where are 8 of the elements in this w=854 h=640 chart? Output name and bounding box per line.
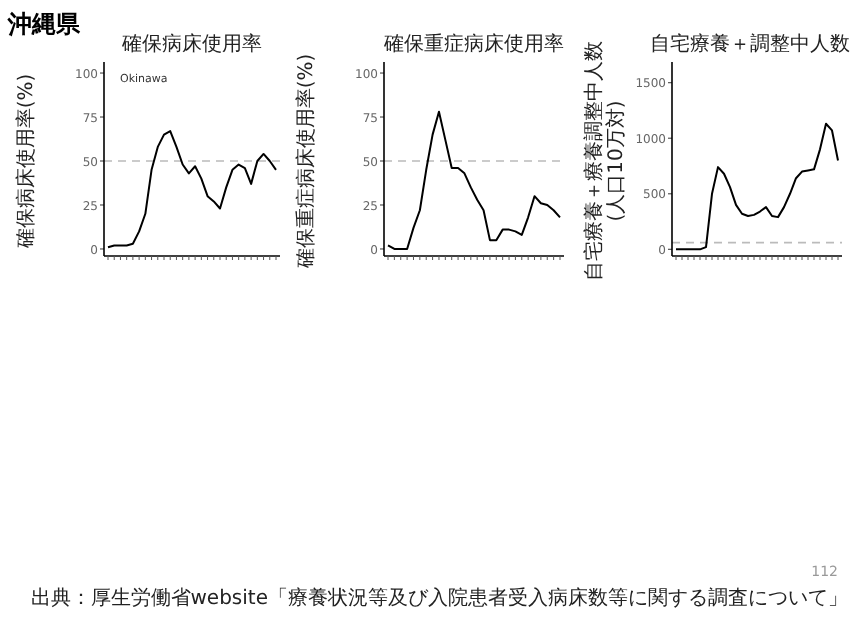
chart-title: 確保病床使用率	[120, 32, 262, 56]
y-axis-title: 確保重症病床使用率(%)	[294, 53, 318, 271]
source-note: 出典：厚生労働省website「療養状況等及び入院患者受入病床数等に関する調査について」	[30, 586, 848, 610]
chart-title: 確保重症病床使用率	[382, 32, 564, 56]
y-axis-title: 確保病床使用率(%)	[14, 73, 38, 251]
chart-title: 自宅療養＋調整中人数	[650, 32, 850, 56]
text: 沖縄県	[6, 10, 82, 38]
y-axis-title: 自宅療養＋療養調整中人数(人口10万対)	[582, 41, 628, 281]
